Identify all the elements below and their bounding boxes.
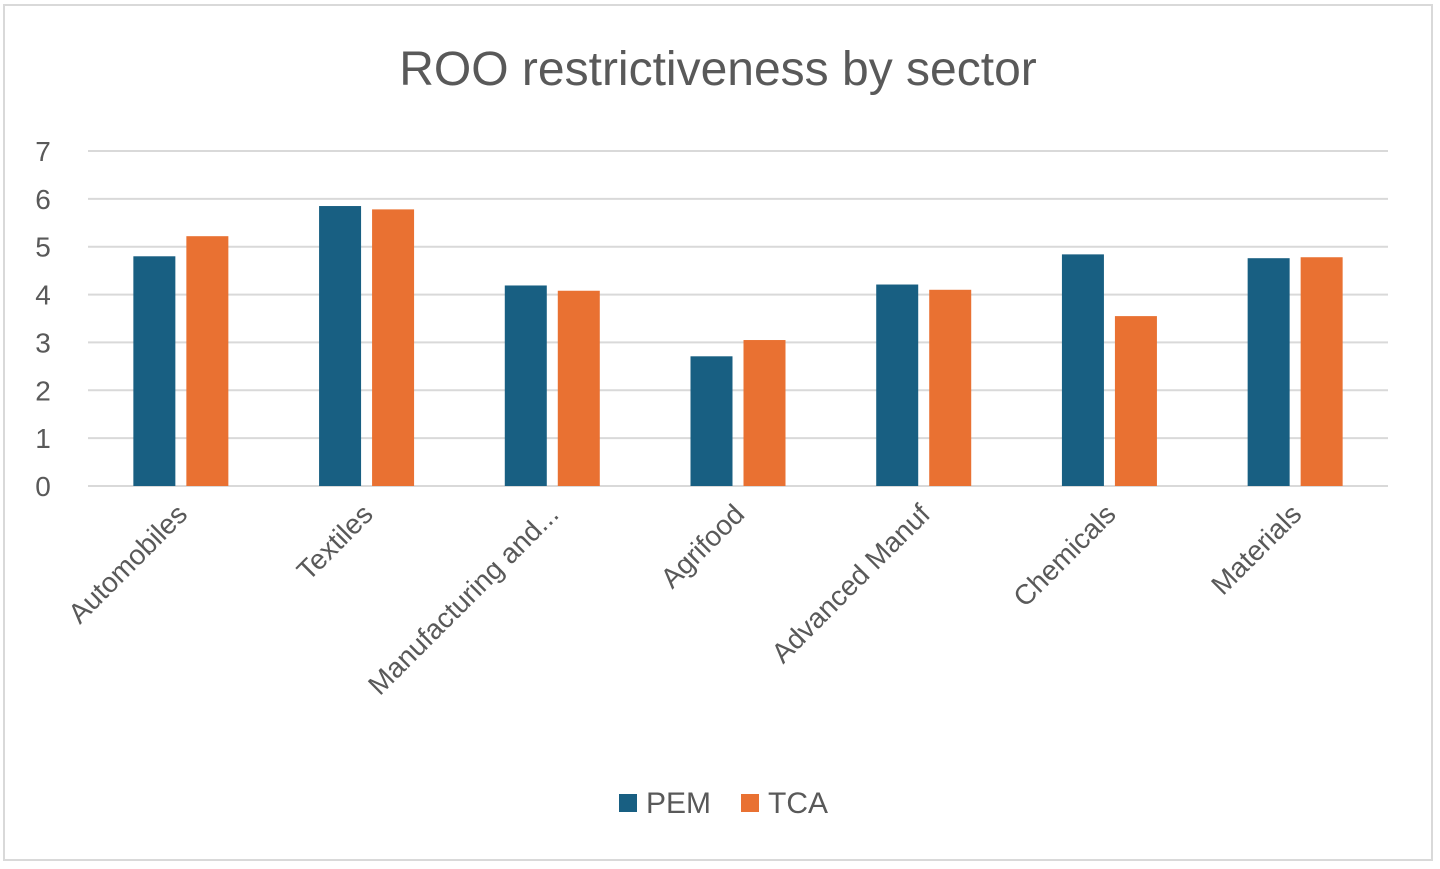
y-tick-label: 7	[35, 136, 51, 167]
x-category-label: Materials	[1205, 498, 1307, 600]
bars	[133, 206, 1343, 487]
y-tick-label: 3	[35, 327, 51, 358]
legend-swatch	[619, 794, 637, 812]
chart-title: ROO restrictiveness by sector	[399, 43, 1037, 96]
bar-pem	[1061, 254, 1104, 486]
bar-pem	[504, 285, 547, 486]
bar-pem	[1247, 258, 1290, 486]
y-tick-label: 0	[35, 471, 51, 502]
y-tick-label: 2	[35, 375, 51, 406]
legend-item-pem: PEM	[619, 787, 711, 820]
bar-tca	[929, 289, 972, 486]
legend: PEM TCA	[619, 787, 828, 820]
bar-tca	[186, 236, 229, 486]
legend-label: PEM	[646, 787, 711, 820]
legend-item-tca: TCA	[741, 787, 828, 820]
y-axis-ticks: 0 1 2 3 4 5 6 7	[35, 136, 51, 502]
x-category-label: Manufacturing and...	[362, 498, 564, 700]
legend-swatch	[741, 794, 759, 812]
bar-tca	[1114, 316, 1157, 486]
y-tick-label: 1	[35, 423, 51, 454]
y-tick-label: 4	[35, 280, 51, 311]
bar-pem	[876, 284, 919, 486]
bar-pem	[319, 206, 362, 487]
bar-pem	[133, 256, 176, 486]
legend-label: TCA	[768, 787, 828, 820]
gridlines	[88, 150, 1388, 487]
bar-tca	[372, 209, 415, 486]
bar-tca	[1300, 257, 1343, 486]
bar-tca	[557, 290, 600, 486]
x-category-label: Textiles	[291, 498, 379, 586]
bar-pem	[690, 356, 733, 486]
x-category-label: Chemicals	[1007, 498, 1121, 612]
x-category-label: Advanced Manuf	[765, 498, 936, 669]
bar-tca	[743, 340, 786, 486]
y-tick-label: 6	[35, 184, 51, 215]
x-category-label: Automobiles	[62, 498, 193, 629]
y-tick-label: 5	[35, 232, 51, 263]
x-category-label: Agrifood	[655, 498, 751, 594]
